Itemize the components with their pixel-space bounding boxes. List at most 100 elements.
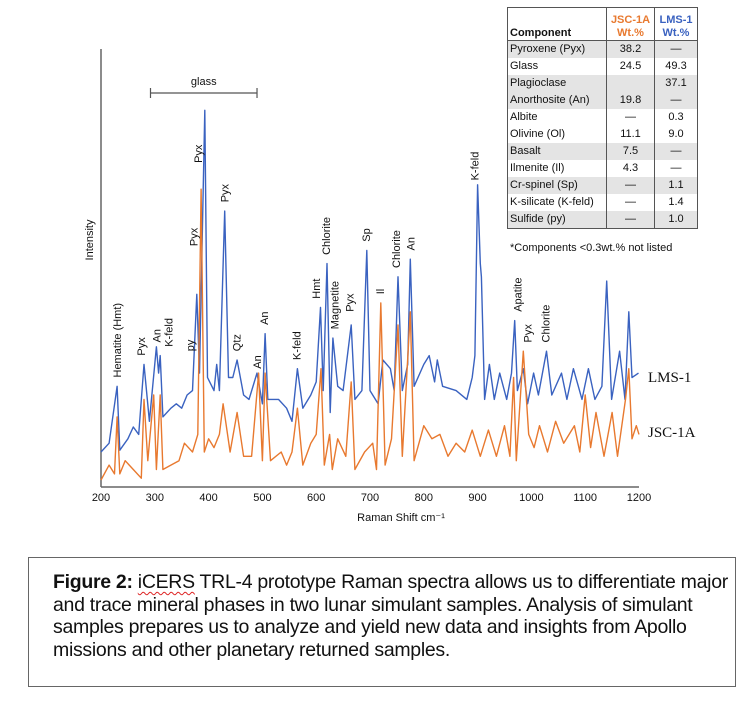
cell-component: Albite xyxy=(507,109,607,126)
table-row: Sulfide (py) —1.0 xyxy=(507,211,698,229)
cell-lms1: 1.1 xyxy=(654,177,698,194)
cell-lms1: — xyxy=(654,92,698,109)
cell-component: Glass xyxy=(507,58,607,75)
peak-annotation: K-feld xyxy=(291,331,303,360)
cell-jsc1a: 38.2 xyxy=(606,40,655,58)
peak-annotation: Hematite (Hmt) xyxy=(112,303,124,378)
peak-annotation: K-feld xyxy=(469,152,481,181)
peak-annotation: Pyx xyxy=(193,144,205,163)
x-tick-label: 400 xyxy=(199,492,217,504)
peak-annotation: Pyx xyxy=(136,337,148,356)
cell-jsc1a: — xyxy=(606,211,655,229)
table-header-row: Component JSC-1A Wt.% LMS-1 Wt.% xyxy=(507,7,698,41)
x-tick-label: 200 xyxy=(92,492,110,504)
cell-jsc1a: — xyxy=(606,109,655,126)
peak-annotation: Pyx xyxy=(220,183,232,202)
cell-component: Cr-spinel (Sp) xyxy=(507,177,607,194)
cell-component: Plagioclase xyxy=(507,75,607,92)
x-tick-label: 300 xyxy=(146,492,164,504)
peak-annotation: Il xyxy=(375,289,387,295)
cell-lms1: — xyxy=(670,162,682,174)
raman-spectra-chart: 200 300 400 500 600 700 800 900 1000 1100 1200 Rama… xyxy=(84,49,696,524)
cell-jsc1a: 11.1 xyxy=(606,126,655,143)
composition-table: Component JSC-1A Wt.% LMS-1 Wt.% Pyroxene … xyxy=(507,7,698,229)
peak-annotation: An xyxy=(151,329,163,342)
cell-lms1: 0.3 xyxy=(668,111,684,123)
cell-component: Pyroxene (Pyx) xyxy=(507,40,607,58)
peak-annotation: An xyxy=(259,311,271,324)
cell-lms1: 1.4 xyxy=(668,196,684,208)
cell-lms1: 37.1 xyxy=(654,75,698,92)
cell-component: K-silicate (K-feld) xyxy=(507,194,607,211)
x-tick-label: 500 xyxy=(253,492,271,504)
table-row: Pyroxene (Pyx) 38.2— xyxy=(507,40,698,58)
table-row: K-silicate (K-feld) — 1.4 xyxy=(507,194,698,211)
peak-annotation: An xyxy=(252,355,264,368)
peak-annotation: Pyx xyxy=(189,227,201,246)
cell-component: Ilmenite (Il) xyxy=(507,160,607,177)
peak-annotation: An xyxy=(405,237,417,250)
caption-misspelled-word: iCERS xyxy=(137,571,195,593)
header-jsc1a-unit: Wt.% xyxy=(617,27,644,39)
cell-jsc1a: 4.3 xyxy=(606,160,655,177)
peak-annotation: Magnetite xyxy=(330,281,342,329)
cell-component: Basalt xyxy=(507,143,607,160)
table-row: Basalt 7.5— xyxy=(507,143,698,160)
series-line-jsc-1a xyxy=(100,188,640,481)
cell-lms1: — xyxy=(654,143,698,160)
peak-annotation: py xyxy=(185,339,197,351)
table-row: Albite — 0.3 xyxy=(507,109,698,126)
series-line-lms-1 xyxy=(100,109,639,453)
glass-range-label: glass xyxy=(191,76,217,88)
y-axis-label: Intensity xyxy=(84,219,96,260)
table-row: Cr-spinel (Sp) —1.1 xyxy=(507,177,698,194)
header-lms1-unit: Wt.% xyxy=(662,27,690,39)
caption-label: Figure 2: xyxy=(53,571,133,593)
peak-annotation: Chlorite xyxy=(540,305,552,343)
cell-component: Olivine (Ol) xyxy=(507,126,607,143)
cell-jsc1a: — xyxy=(606,177,655,194)
peak-annotation: K-feld xyxy=(164,318,176,347)
x-tick-label: 600 xyxy=(307,492,325,504)
header-lms1-name: LMS-1 xyxy=(659,14,693,26)
cell-component: Anorthosite (An) xyxy=(507,92,607,109)
cell-jsc1a: 7.5 xyxy=(606,143,655,160)
peak-annotation: Pyx xyxy=(523,324,535,343)
cell-lms1: 1.0 xyxy=(654,211,698,229)
table-row: Plagioclase 37.1 xyxy=(507,75,698,92)
x-tick-label: 1100 xyxy=(573,492,597,504)
cell-jsc1a: 24.5 xyxy=(606,58,655,75)
x-tick-label: 1000 xyxy=(519,492,543,504)
series-label-lms-1: LMS-1 xyxy=(648,370,691,386)
cell-component: Sulfide (py) xyxy=(507,211,607,229)
peak-annotation: Chlorite xyxy=(391,230,403,268)
peak-annotation: Qtz xyxy=(232,334,244,351)
table-row: Anorthosite (An) 19.8— xyxy=(507,92,698,109)
cell-jsc1a: — xyxy=(606,194,655,211)
cell-lms1: 9.0 xyxy=(668,128,684,140)
header-jsc1a-name: JSC-1A xyxy=(610,14,651,26)
peak-annotation: Sp xyxy=(361,228,373,241)
series-label-jsc-1a: JSC-1A xyxy=(648,425,696,441)
peak-annotation: Apatite xyxy=(512,278,524,312)
x-axis-label: Raman Shift cm⁻¹ xyxy=(357,512,445,524)
caption-text: TRL-4 prototype Raman spectra allows us … xyxy=(53,571,728,661)
peak-annotation: Chlorite xyxy=(321,217,333,255)
cell-lms1: 49.3 xyxy=(665,60,687,72)
table-footnote: *Components <0.3wt.% not listed xyxy=(510,242,673,254)
peak-annotation: Pyx xyxy=(345,293,357,312)
table-row: Ilmenite (Il) 4.3 — xyxy=(507,160,698,177)
peak-annotation: Hmt xyxy=(311,279,323,299)
cell-lms1: — xyxy=(654,40,698,58)
header-jsc1a: JSC-1A Wt.% xyxy=(606,7,655,41)
cell-jsc1a: 19.8 xyxy=(606,92,655,109)
table-row: Glass 24.5 49.3 xyxy=(507,58,698,75)
x-tick-label: 700 xyxy=(361,492,379,504)
figure-caption: Figure 2: iCERS TRL-4 prototype Raman sp… xyxy=(28,557,736,687)
x-tick-label: 1200 xyxy=(627,492,651,504)
x-tick-label: 900 xyxy=(468,492,486,504)
header-component: Component xyxy=(507,7,607,41)
x-tick-label: 800 xyxy=(415,492,433,504)
cell-jsc1a xyxy=(606,75,655,92)
header-lms1: LMS-1 Wt.% xyxy=(654,7,698,41)
